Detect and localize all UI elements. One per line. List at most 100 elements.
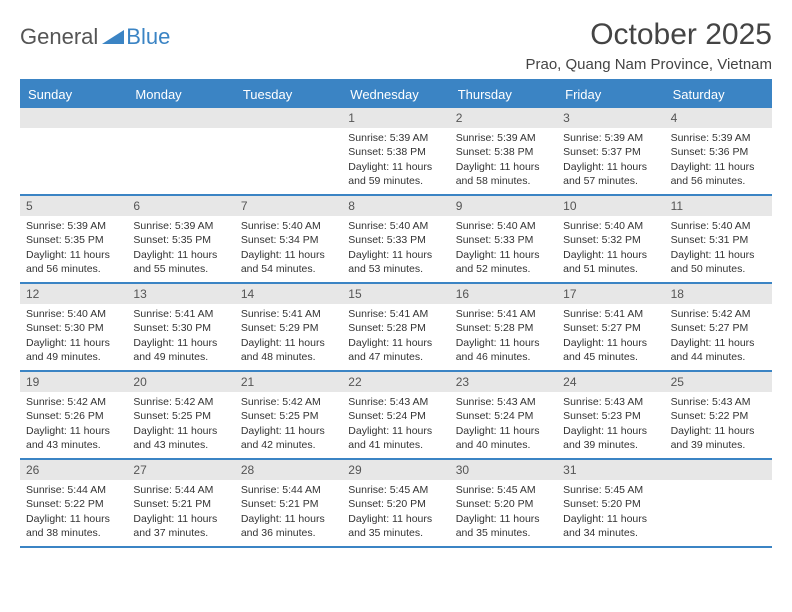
day-number: 21 [235,372,342,392]
sunrise-line: Sunrise: 5:41 AM [348,307,443,321]
sunset-line: Sunset: 5:32 PM [563,233,658,247]
sunset-line: Sunset: 5:24 PM [348,409,443,423]
day-number: 9 [450,196,557,216]
daylight-line: Daylight: 11 hours and 39 minutes. [563,424,658,452]
sunset-line: Sunset: 5:34 PM [241,233,336,247]
weekday-label: Saturday [665,81,772,108]
day-body: Sunrise: 5:41 AMSunset: 5:29 PMDaylight:… [235,304,342,370]
weekday-label: Monday [127,81,234,108]
daylight-line: Daylight: 11 hours and 54 minutes. [241,248,336,276]
sunset-line: Sunset: 5:30 PM [26,321,121,335]
day-body: Sunrise: 5:45 AMSunset: 5:20 PMDaylight:… [557,480,664,546]
day-number: 27 [127,460,234,480]
day-cell: 11Sunrise: 5:40 AMSunset: 5:31 PMDayligh… [665,196,772,282]
day-cell: 9Sunrise: 5:40 AMSunset: 5:33 PMDaylight… [450,196,557,282]
sunrise-line: Sunrise: 5:40 AM [26,307,121,321]
day-body: Sunrise: 5:42 AMSunset: 5:27 PMDaylight:… [665,304,772,370]
week-row: 1 Sunrise: 5:39 AM Sunset: 5:38 PM Daylight… [20,108,772,196]
day-number [665,460,772,480]
day-number: 24 [557,372,664,392]
daylight-line: Daylight: 11 hours and 45 minutes. [563,336,658,364]
sunrise-line: Sunrise: 5:40 AM [456,219,551,233]
sunset-line: Sunset: 5:38 PM [456,145,551,159]
sunrise-line: Sunrise: 5:39 AM [563,131,658,145]
day-cell: 30Sunrise: 5:45 AMSunset: 5:20 PMDayligh… [450,460,557,546]
weekday-label: Sunday [20,81,127,108]
sunset-line: Sunset: 5:35 PM [26,233,121,247]
sunset-line: Sunset: 5:23 PM [563,409,658,423]
day-cell [665,460,772,546]
day-number: 8 [342,196,449,216]
day-number: 28 [235,460,342,480]
sunset-line: Sunset: 5:22 PM [26,497,121,511]
daylight-line: Daylight: 11 hours and 46 minutes. [456,336,551,364]
weekday-label: Friday [557,81,664,108]
day-cell: 3Sunrise: 5:39 AMSunset: 5:37 PMDaylight… [557,108,664,194]
day-body: Sunrise: 5:40 AMSunset: 5:32 PMDaylight:… [557,216,664,282]
daylight-line: Daylight: 11 hours and 57 minutes. [563,160,658,188]
day-cell: 5Sunrise: 5:39 AMSunset: 5:35 PMDaylight… [20,196,127,282]
day-body: Sunrise: 5:43 AMSunset: 5:22 PMDaylight:… [665,392,772,458]
weekday-label: Wednesday [342,81,449,108]
day-cell: 20 Sunrise: 5:42 AMSunset: 5:25 PMDayligh… [127,372,234,458]
daylight-line: Daylight: 11 hours and 36 minutes. [241,512,336,540]
daylight-line: Daylight: 11 hours and 49 minutes. [26,336,121,364]
daylight-line: Daylight: 11 hours and 43 minutes. [133,424,228,452]
daylight-line: Daylight: 11 hours and 37 minutes. [133,512,228,540]
sunrise-line: Sunrise: 5:43 AM [456,395,551,409]
sunset-line: Sunset: 5:28 PM [348,321,443,335]
sunrise-line: Sunrise: 5:39 AM [671,131,766,145]
sunset-line: Sunset: 5:27 PM [671,321,766,335]
sunrise-line: Sunrise: 5:42 AM [26,395,121,409]
sunrise-line: Sunrise: 5:40 AM [348,219,443,233]
sunset-line: Sunset: 5:24 PM [456,409,551,423]
day-number [20,108,127,128]
day-cell: 2Sunrise: 5:39 AMSunset: 5:38 PMDaylight… [450,108,557,194]
daylight-line: Daylight: 11 hours and 42 minutes. [241,424,336,452]
daylight-line: Daylight: 11 hours and 38 minutes. [26,512,121,540]
weekday-label: Thursday [450,81,557,108]
week-row: 19Sunrise: 5:42 AMSunset: 5:26 PMDayligh… [20,372,772,460]
day-body: Sunrise: 5:43 AMSunset: 5:24 PMDaylight:… [342,392,449,458]
day-cell [20,108,127,194]
day-cell: 25Sunrise: 5:43 AMSunset: 5:22 PMDayligh… [665,372,772,458]
sunrise-line: Sunrise: 5:42 AM [133,395,228,409]
day-body: Sunrise: 5:39 AMSunset: 5:35 PMDaylight:… [20,216,127,282]
sunrise-line: Sunrise: 5:41 AM [241,307,336,321]
day-cell: 4Sunrise: 5:39 AMSunset: 5:36 PMDaylight… [665,108,772,194]
sunset-line: Sunset: 5:36 PM [671,145,766,159]
sunrise-line: Sunrise: 5:43 AM [563,395,658,409]
day-body: Sunrise: 5:40 AMSunset: 5:33 PMDaylight:… [342,216,449,282]
day-number: 23 [450,372,557,392]
day-number: 29 [342,460,449,480]
sunset-line: Sunset: 5:25 PM [133,409,228,423]
sunrise-line: Sunrise: 5:41 AM [563,307,658,321]
day-number: 30 [450,460,557,480]
day-number: 5 [20,196,127,216]
day-number: 20 [127,372,234,392]
sunrise-line: Sunrise: 5:45 AM [348,483,443,497]
daylight-line: Daylight: 11 hours and 35 minutes. [456,512,551,540]
day-body: Sunrise: 5:39 AMSunset: 5:37 PMDaylight:… [557,128,664,194]
sunrise-line: Sunrise: 5:39 AM [133,219,228,233]
location-text: Prao, Quang Nam Province, Vietnam [525,56,772,73]
header-row: General Blue October 2025 Prao, Quang Na… [20,18,772,73]
day-cell: 6Sunrise: 5:39 AMSunset: 5:35 PMDaylight… [127,196,234,282]
day-body: Sunrise: 5:42 AMSunset: 5:26 PMDaylight:… [20,392,127,458]
logo: General Blue [20,24,170,50]
sunrise-line: Sunrise: 5:40 AM [241,219,336,233]
title-block: October 2025 Prao, Quang Nam Province, V… [525,18,772,73]
sunset-line: Sunset: 5:35 PM [133,233,228,247]
sunset-line: Sunset: 5:22 PM [671,409,766,423]
day-number: 1 [342,108,449,128]
day-body: Sunrise: 5:43 AMSunset: 5:23 PMDaylight:… [557,392,664,458]
sunset-line: Sunset: 5:30 PM [133,321,228,335]
day-cell: 10Sunrise: 5:40 AMSunset: 5:32 PMDayligh… [557,196,664,282]
sunset-line: Sunset: 5:29 PM [241,321,336,335]
day-number: 18 [665,284,772,304]
sunset-line: Sunset: 5:21 PM [241,497,336,511]
sunset-line: Sunset: 5:33 PM [348,233,443,247]
sunrise-line: Sunrise: 5:43 AM [348,395,443,409]
daylight-line: Daylight: 11 hours and 50 minutes. [671,248,766,276]
week-row: 12Sunrise: 5:40 AMSunset: 5:30 PMDayligh… [20,284,772,372]
